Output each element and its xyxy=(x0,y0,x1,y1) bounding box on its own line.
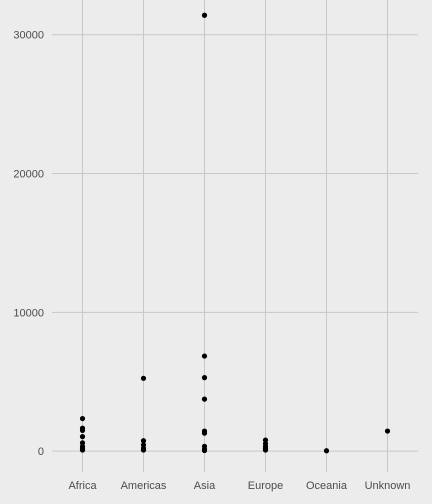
data-point xyxy=(201,430,208,436)
x-axis: Africa Americas Asia Europe Oceania Unkn… xyxy=(68,480,410,492)
data-point xyxy=(323,448,330,454)
data-point xyxy=(201,12,208,18)
data-point xyxy=(201,447,208,454)
x-tick-label-africa: Africa xyxy=(68,480,97,492)
y-axis: 0 10000 20000 30000 xyxy=(13,30,44,458)
data-point xyxy=(140,438,147,444)
data-point xyxy=(201,396,208,402)
data-point xyxy=(384,428,391,434)
x-tick-label-oceania: Oceania xyxy=(306,480,348,492)
x-tick-label-americas: Americas xyxy=(121,480,167,492)
x-tick-label-asia: Asia xyxy=(194,480,216,492)
grid-lines xyxy=(52,0,418,472)
data-point xyxy=(262,447,269,453)
data-point xyxy=(201,353,208,359)
data-point xyxy=(79,427,86,433)
data-point xyxy=(79,434,86,440)
data-point xyxy=(79,415,86,422)
data-point xyxy=(140,375,147,381)
y-tick-label-10000: 10000 xyxy=(13,307,44,319)
y-tick-label-0: 0 xyxy=(38,446,44,458)
data-point xyxy=(140,447,147,453)
data-point xyxy=(201,375,208,381)
y-tick-label-30000: 30000 xyxy=(13,30,44,42)
data-points xyxy=(79,12,391,454)
y-tick-label-20000: 20000 xyxy=(13,169,44,181)
x-tick-label-unknown: Unknown xyxy=(365,480,411,492)
x-tick-label-europe: Europe xyxy=(248,480,283,492)
data-point xyxy=(79,447,86,453)
